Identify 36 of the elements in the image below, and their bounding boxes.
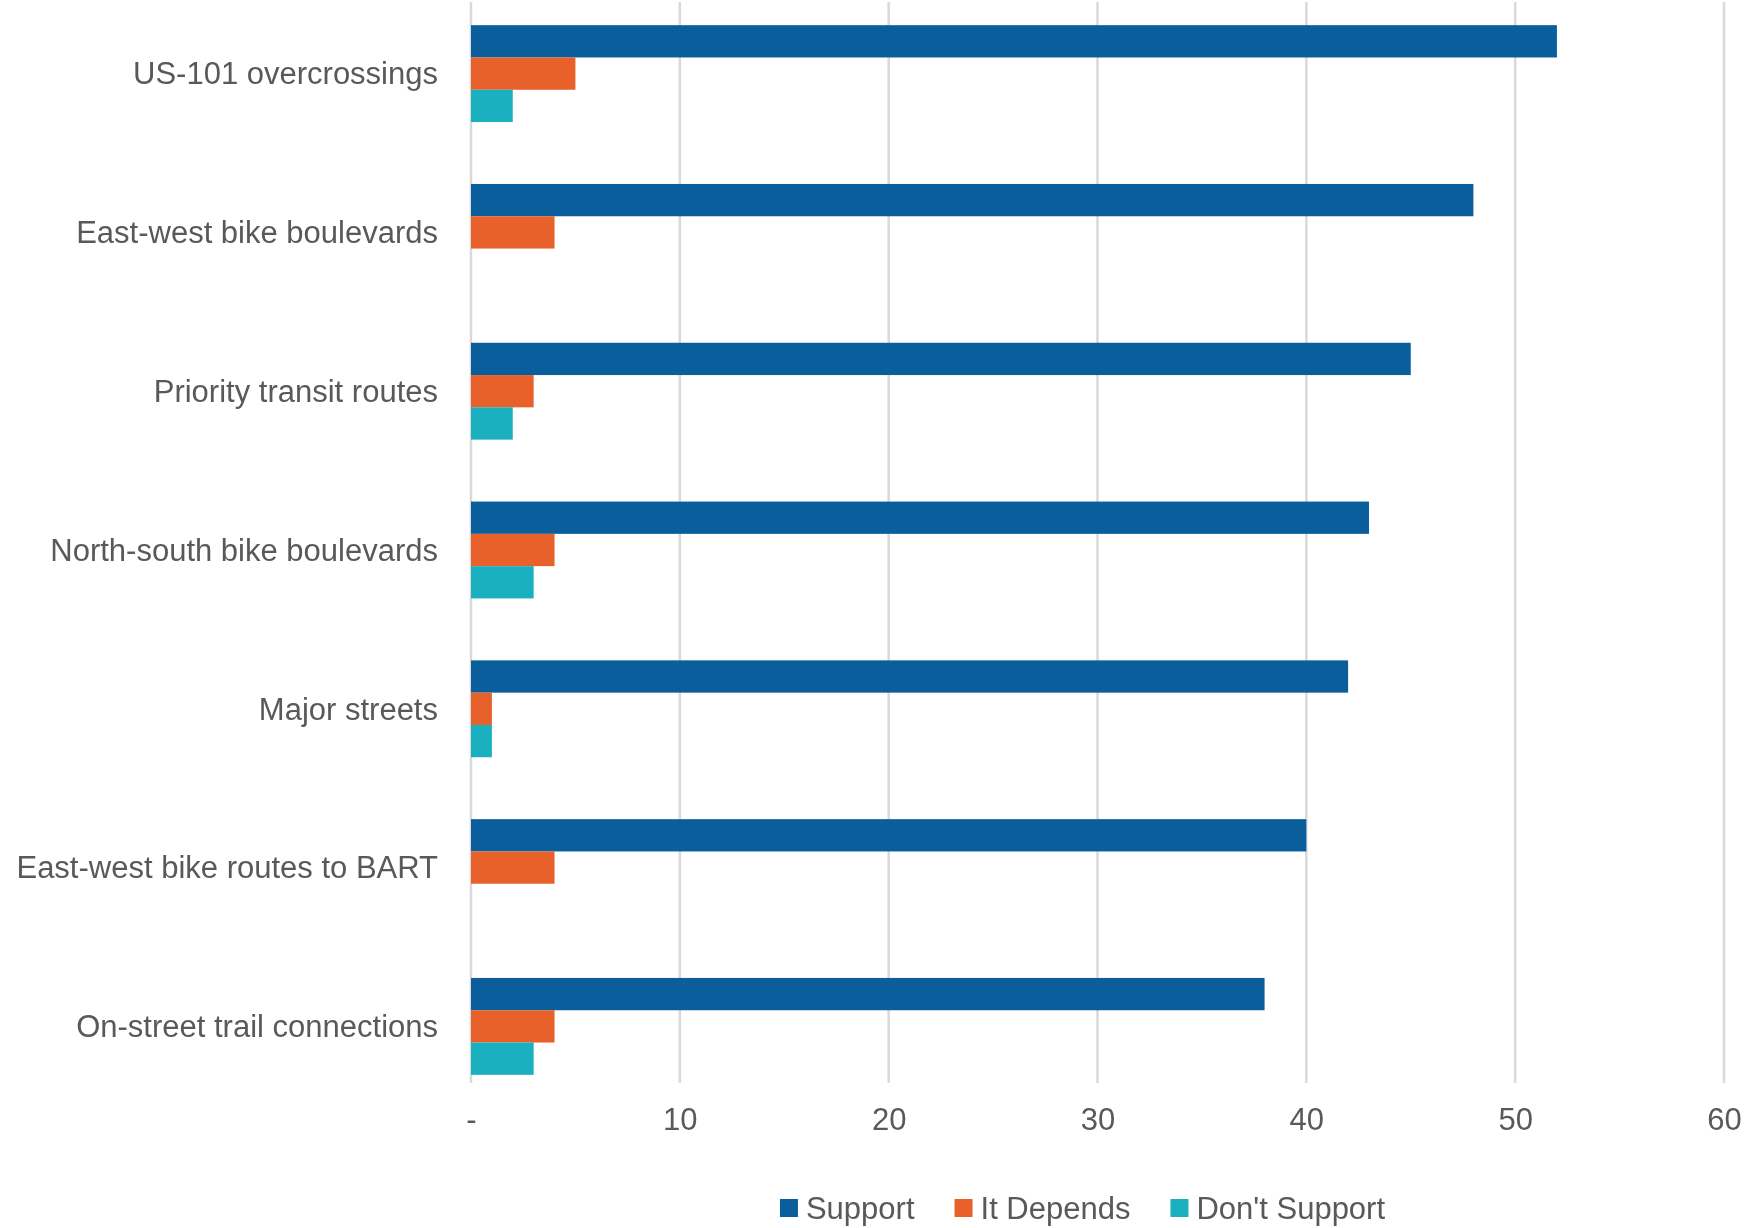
bar (471, 724, 492, 758)
bar (471, 57, 576, 90)
x-tick-label: 40 (1289, 1102, 1325, 1138)
bar (471, 216, 555, 249)
y-tick-label: US-101 overcrossings (133, 56, 438, 92)
x-tick-label: - (466, 1102, 477, 1138)
bar (471, 819, 1307, 852)
bar (471, 342, 1411, 376)
bar (471, 692, 492, 725)
x-tick-label: 10 (663, 1102, 698, 1138)
bar (471, 533, 555, 567)
bar (471, 407, 513, 440)
y-tick-label: Priority transit routes (153, 374, 438, 410)
y-tick-label: East-west bike boulevards (76, 215, 438, 251)
x-tick-label: 60 (1707, 1102, 1742, 1138)
y-tick-label: North-south bike boulevards (50, 532, 438, 568)
y-tick-label: On-street trail connections (76, 1009, 438, 1045)
bar (471, 501, 1369, 534)
bar (471, 566, 534, 599)
legend-label: Don't Support (1196, 1190, 1386, 1226)
bar (471, 89, 513, 123)
bar (471, 977, 1265, 1011)
bar (471, 375, 534, 408)
bar (471, 25, 1557, 58)
bar (471, 183, 1474, 217)
bar (471, 851, 555, 884)
bar (471, 1042, 534, 1075)
bar (471, 1010, 555, 1043)
x-tick-label: 50 (1498, 1102, 1533, 1138)
legend-label: Support (805, 1190, 915, 1226)
y-tick-label: Major streets (258, 691, 438, 727)
legend-label: It Depends (980, 1190, 1131, 1226)
x-tick-label: 20 (871, 1102, 907, 1138)
x-tick-label: 30 (1080, 1102, 1116, 1138)
y-tick-label: East-west bike routes to BART (16, 850, 439, 886)
bar (471, 660, 1349, 693)
